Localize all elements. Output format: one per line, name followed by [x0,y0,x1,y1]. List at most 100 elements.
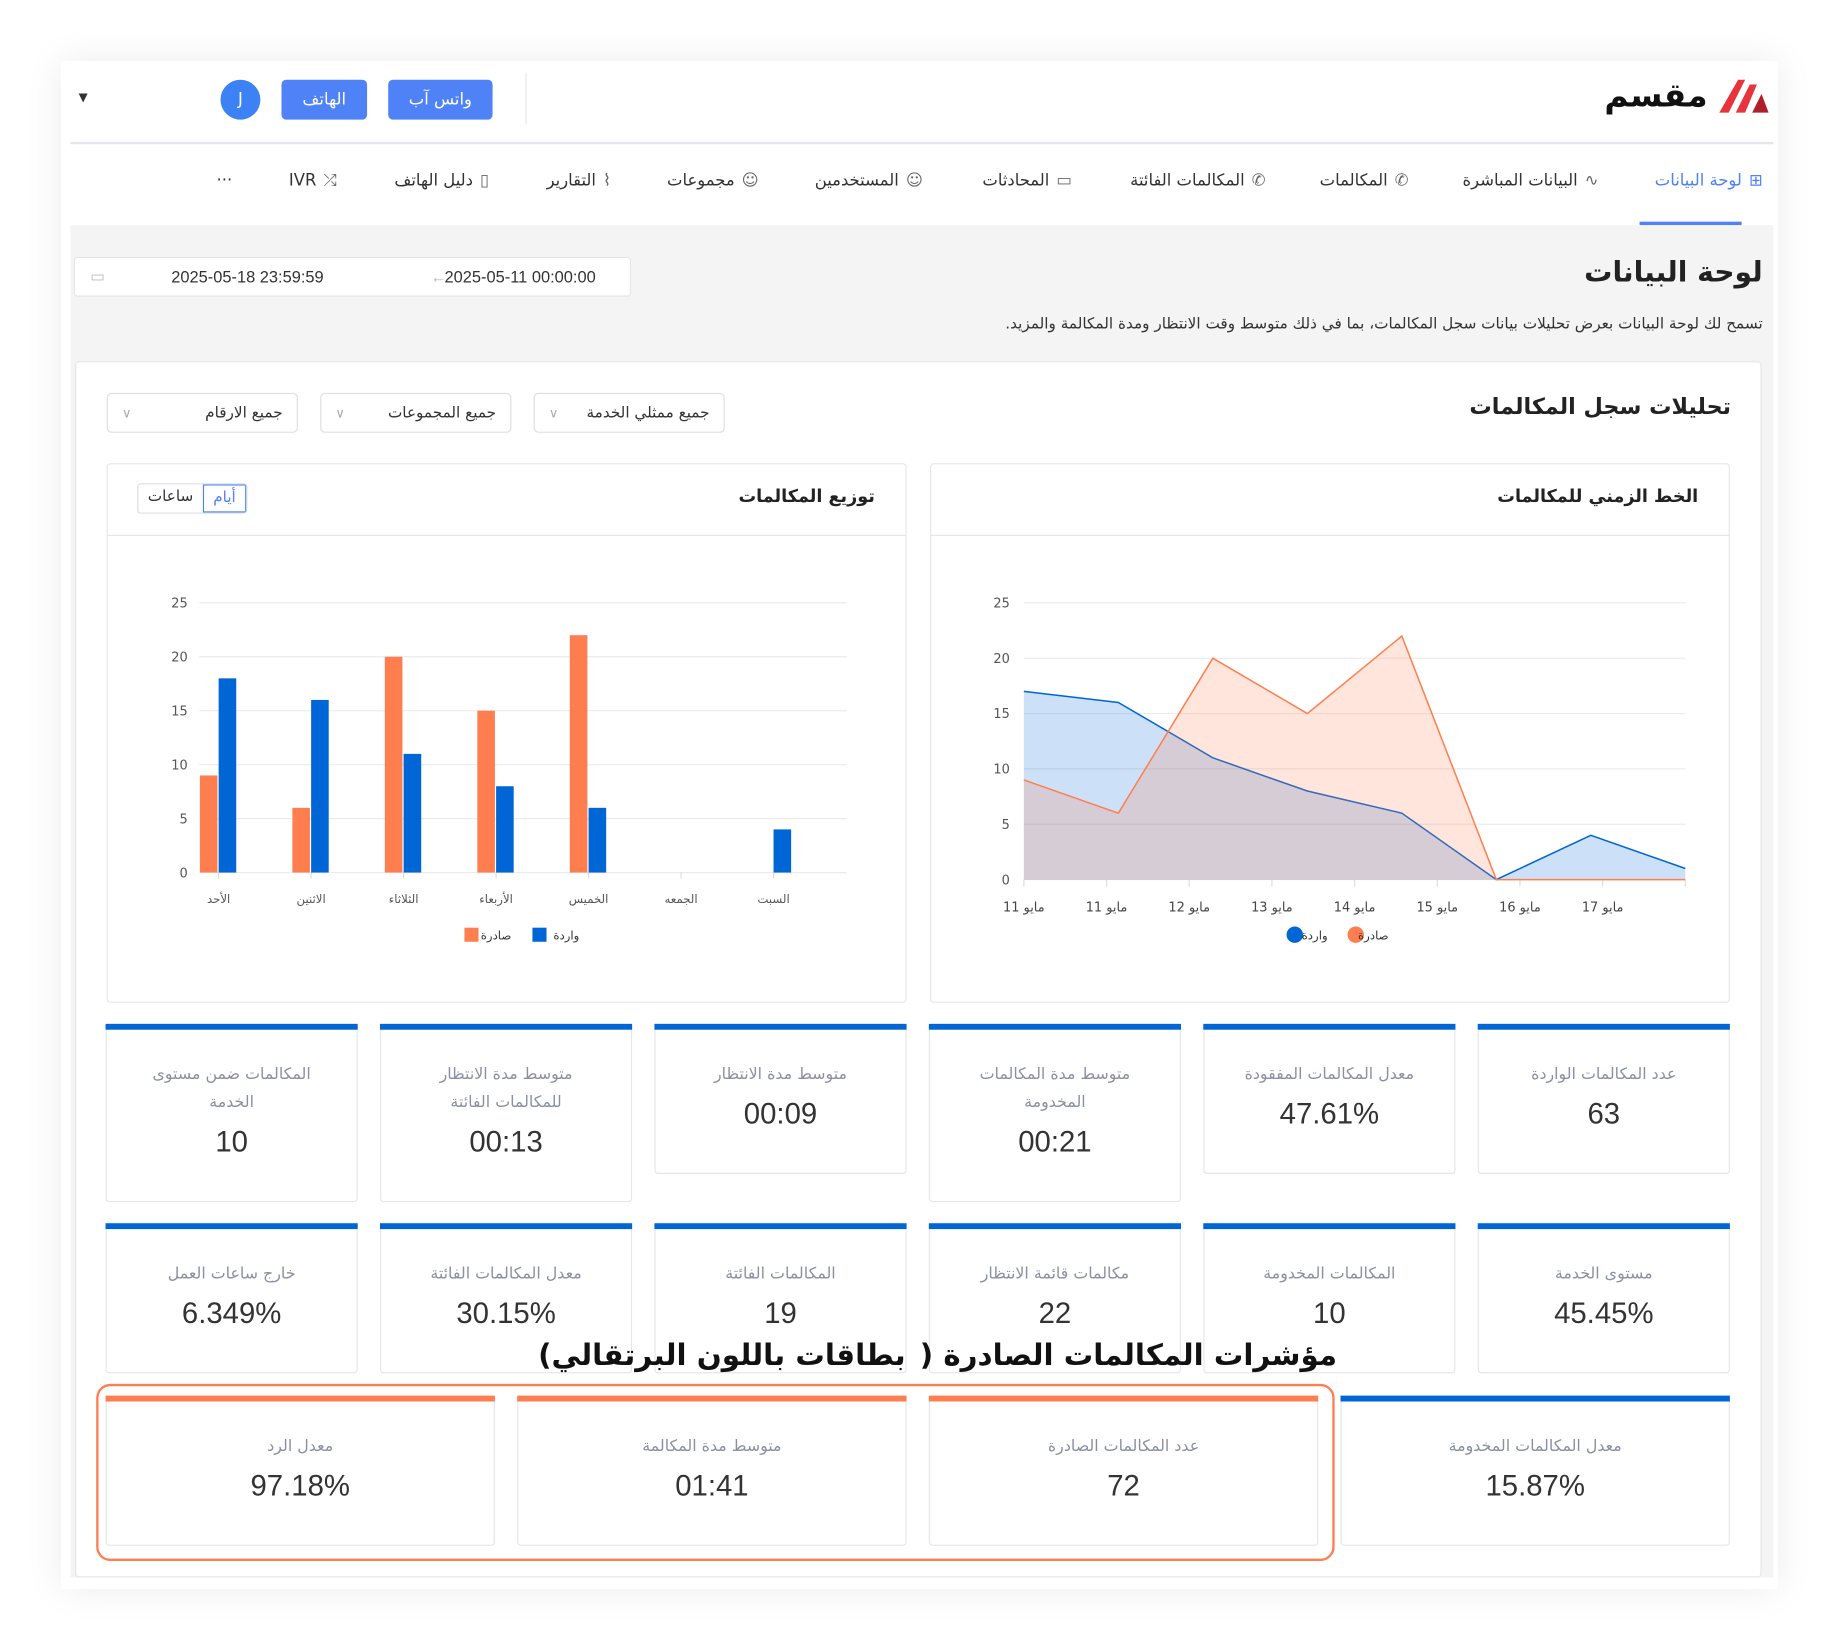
card-accent-bar [105,1395,495,1402]
annotation-text-before: مؤشرات المكالمات الصادرة ( [919,1337,1337,1372]
kpi-value: 10 [215,1125,248,1159]
logo-text: مقسم [1604,75,1708,115]
nav-item-1[interactable]: ∿ البيانات المباشرة [1463,171,1599,190]
bar-صادرة-الثلاثاء [384,656,403,873]
card-accent-bar [517,1395,907,1402]
filter-dropdown-0[interactable]: جميع ممثلي الخدمة ∨ [533,392,725,433]
chevron-down-icon: ∨ [548,405,559,421]
kpi-value: 63 [1587,1097,1621,1131]
chat-icon: ▭ [1056,171,1072,190]
phone-icon: ✆ [1394,171,1409,190]
x-tick-label: مايو 11 [1086,900,1128,915]
kpi-value: 72 [1107,1469,1140,1503]
nav-item-4[interactable]: ▭ المحادثات [982,171,1072,190]
filter-value: جميع الارقام [205,404,283,422]
distribution-chart-card [106,463,907,1003]
card-accent-bar [1477,1023,1730,1030]
card-accent-bar [1477,1223,1730,1230]
kpi-value: 19 [764,1297,797,1330]
chevron-down-icon: ∨ [335,405,345,421]
nav-label: المستخدمين [814,171,899,190]
kpi-label: عدد المكالمات الواردة [1531,1064,1677,1084]
kpi-label: معدل المكالمات المخدومة [1448,1436,1622,1456]
nav-item-10[interactable]: ··· [217,171,233,190]
nav-item-8[interactable]: ▯ دليل الهاتف [394,171,489,190]
caret-down-icon[interactable]: ▼ [78,91,88,105]
nav-label: IVR [288,171,317,190]
avatar-initial: J [237,90,243,110]
kpi-card: معدل المكالمات الفائتة 30.15% [379,1223,633,1374]
card-accent-bar [654,1023,907,1030]
legend-label: واردة [553,928,579,943]
bar-صادرة-الخميس [569,635,588,873]
timeline-area-chart: 0 5 10 15 20 25 مايو 11 مايو 11 مايو 12 مايو 13 ما… [993,597,1686,943]
nav-item-3[interactable]: ✆ المكالمات الفائتة [1130,171,1265,190]
chevron-down-icon: ∨ [121,405,132,421]
bar-صادرة-الاثنين [292,807,310,873]
phone-button[interactable]: الهاتف [281,79,368,120]
kpi-card: خارج ساعات العمل 6.349% [105,1223,358,1374]
kpi-card: المكالمات المخدومة 10 [1203,1223,1456,1374]
pulse-icon: ∿ [1584,171,1599,190]
y-tick-label: 0 [1002,873,1010,888]
kpi-card: مكالمات قائمة الانتظار 22 [928,1223,1182,1374]
x-tick-label: الجمعه [665,892,698,906]
kpi-label: خارج ساعات العمل [167,1264,296,1284]
user-icon: ☺ [905,171,923,190]
analytics-title: تحليلات سجل المكالمات [1469,394,1732,420]
whatsapp-button[interactable]: واتس آب [388,79,493,120]
x-tick-label: الخميس [569,892,609,907]
y-tick-label: 10 [171,758,187,773]
logo[interactable]: مقسم [1604,75,1773,115]
card-accent-bar [379,1223,633,1230]
nav-item-9[interactable]: ⤮ IVR [289,171,337,190]
line-واردة [1023,690,1686,881]
date-end[interactable]: 2025-05-18 23:59:59 [171,267,324,287]
legend-dot [1286,926,1303,943]
line-صادرة [1023,634,1686,881]
y-tick-label: 20 [993,652,1009,667]
nav-label: المكالمات الفائتة [1130,171,1245,190]
kpi-card: معدل المكالمات المفقودة 47.61% [1203,1023,1456,1174]
x-tick-label: مايو 17 [1582,900,1624,915]
x-tick-label: الأحد [207,891,230,906]
kpi-card: متوسط مدة المكالمة 01:41 [517,1395,907,1546]
bar-واردة-الخميس [588,807,607,873]
legend-swatch [464,927,479,942]
x-tick-label: الاثنين [297,892,326,907]
toggle-hours[interactable]: ساعات [147,487,194,506]
x-tick-label: مايو 14 [1334,900,1376,915]
nav-item-6[interactable]: ☺ مجموعات [667,171,759,190]
kpi-label: المكالمات المخدومة [1263,1264,1396,1284]
y-tick-label: 15 [171,704,187,719]
kpi-value: 97.18% [250,1469,350,1503]
filter-value: جميع ممثلي الخدمة [586,404,710,422]
card-accent-bar [1203,1223,1456,1230]
distribution-bar-chart: 0 5 10 15 20 25 الأحد الاثنين الثلاثاء الأربعاء ال… [171,597,847,943]
filter-dropdown-2[interactable]: جميع الارقام ∨ [106,392,298,433]
kpi-card: عدد المكالمات الواردة 63 [1477,1023,1730,1174]
kpi-card: متوسط مدة الانتظار 00:09 [654,1023,907,1174]
card-accent-bar [928,1023,1182,1030]
date-start[interactable]: 2025-05-11 00:00:00 [444,267,596,287]
bar-واردة-الاثنين [311,699,329,873]
date-range-picker[interactable]: ▭ 2025-05-18 23:59:59 ← 2025-05-11 00:00… [73,256,631,297]
kpi-label: متوسط مدة الانتظار [714,1064,847,1084]
chart-line-icon: ⌇ [603,171,612,190]
bar-صادرة-الأحد [199,775,218,873]
x-tick-label: الثلاثاء [389,892,419,906]
nav-item-5[interactable]: ☺ المستخدمين [815,171,923,190]
toggle-days[interactable]: أيام [202,484,247,513]
avatar[interactable]: J [220,79,261,120]
arrow-icon: ← [430,267,447,287]
nav-item-0[interactable]: ⊞ لوحة البيانات [1655,171,1763,190]
nav-item-2[interactable]: ✆ المكالمات [1320,171,1409,190]
y-tick-label: 15 [993,707,1009,722]
nav-item-7[interactable]: ⌇ التقارير [547,171,611,190]
kpi-value: 15.87% [1485,1469,1585,1503]
kpi-value: 6.349% [181,1297,282,1330]
annotation-label: مؤشرات المكالمات الصادرة ( بطاقات باللون… [538,1337,1337,1372]
filter-dropdown-1[interactable]: جميع المجموعات ∨ [320,392,512,433]
filter-value: جميع المجموعات [387,404,497,422]
kpi-label: متوسط مدة المكالمات المخدومة [979,1064,1131,1112]
